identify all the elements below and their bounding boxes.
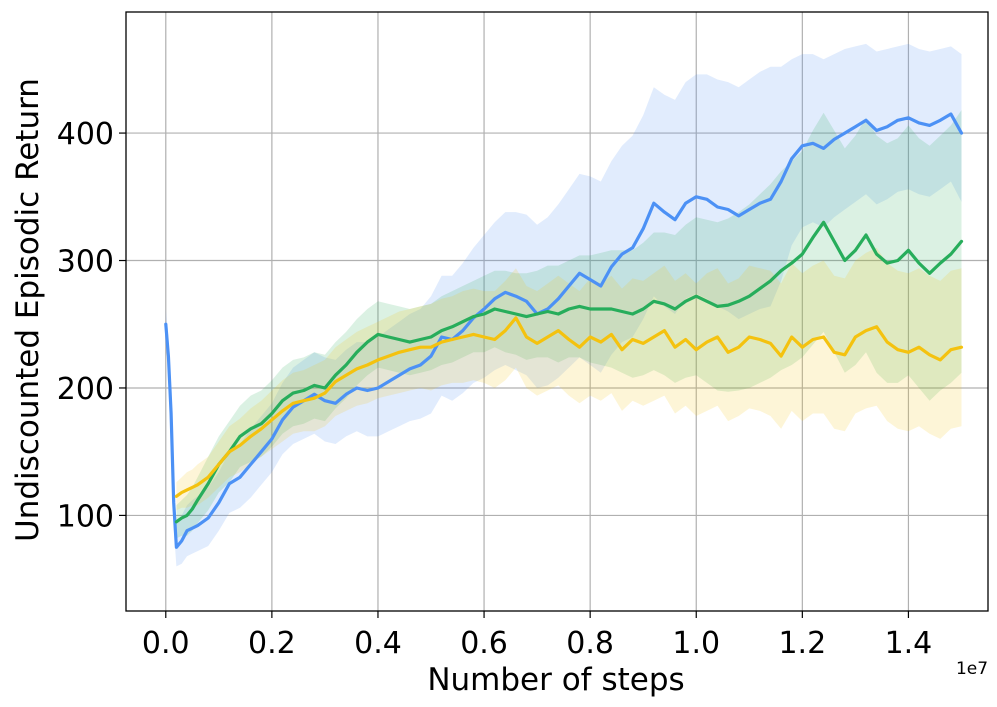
series-lines: [164, 112, 964, 549]
grid-lines: [126, 12, 988, 611]
x-tick-label: 1.2: [778, 626, 826, 661]
x-tick-label: 1.0: [672, 626, 720, 661]
series-line-yellow: [174, 316, 964, 498]
y-tick-label: 100: [57, 499, 114, 534]
y-axis-label: Undiscounted Episodic Return: [10, 78, 46, 542]
series-line-green: [174, 220, 964, 524]
x-tick-label: 0.8: [566, 626, 614, 661]
x-axis-offset-label: 1e7: [956, 659, 988, 679]
y-tick-label: 200: [57, 372, 114, 407]
x-tick-label: 0.2: [248, 626, 296, 661]
x-tick-label: 0.6: [460, 626, 508, 661]
x-tick-label: 1.4: [885, 626, 933, 661]
band-yellow: [176, 247, 962, 511]
y-axis-ticks: 100 200 300 400: [57, 117, 126, 534]
confidence-bands: [165, 43, 962, 567]
x-axis-label: Number of steps: [427, 662, 684, 698]
y-tick-label: 400: [57, 117, 114, 152]
x-axis-ticks: 0.0 0.2 0.4 0.6 0.8 1.0 1.2 1.4: [142, 611, 932, 661]
band-blue: [165, 43, 962, 567]
x-tick-label: 0.0: [142, 626, 190, 661]
plot-frame: [125, 11, 989, 612]
band-green: [176, 110, 962, 539]
x-tick-label: 0.4: [354, 626, 402, 661]
y-tick-label: 300: [57, 245, 114, 280]
